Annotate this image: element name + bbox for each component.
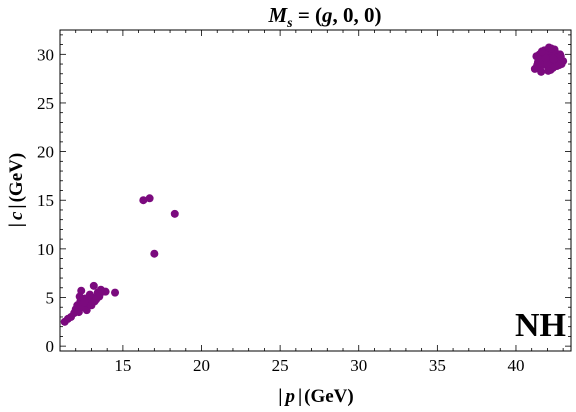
data-point <box>541 54 550 63</box>
data-points <box>60 43 568 326</box>
data-point <box>75 292 84 301</box>
x-title-right-bar: | <box>298 386 302 407</box>
data-point <box>547 44 556 53</box>
y-title-unit: (GeV) <box>6 153 27 203</box>
y-axis-title: |c|(GeV) <box>6 153 27 227</box>
title-lhs-subscript: s <box>286 16 293 31</box>
y-tick-label: 15 <box>37 191 54 210</box>
plot-frame <box>59 29 572 352</box>
data-point <box>544 66 553 75</box>
data-point <box>80 298 89 307</box>
y-tick-label: 20 <box>37 143 54 162</box>
data-point <box>101 287 110 296</box>
data-point <box>170 209 179 218</box>
data-point <box>556 52 565 61</box>
data-point <box>139 196 148 205</box>
data-point <box>537 47 546 56</box>
title-lhs-symbol: M <box>267 3 288 27</box>
data-point <box>150 249 159 258</box>
y-title-right-bar: | <box>6 204 27 208</box>
y-tick-label: 5 <box>46 289 55 308</box>
y-tick-label: 0 <box>46 337 55 356</box>
chart-title: Ms = (g, 0, 0) <box>267 3 381 31</box>
x-axis-ticks: 15 20 25 30 35 40 <box>59 30 564 375</box>
data-point <box>111 288 120 297</box>
y-title-var: c <box>6 211 27 220</box>
x-tick-label: 20 <box>193 356 210 375</box>
x-title-left-bar: | <box>278 386 282 407</box>
title-rhs: = ( <box>293 3 322 27</box>
title-arg1: g <box>321 3 333 27</box>
x-tick-label: 40 <box>507 356 524 375</box>
y-axis-ticks: 0 5 10 15 20 25 30 <box>37 34 571 356</box>
y-tick-label: 10 <box>37 240 54 259</box>
data-point <box>555 61 564 70</box>
y-tick-label: 25 <box>37 94 54 113</box>
x-axis-title: | p | (GeV) <box>278 386 353 407</box>
x-tick-label: 30 <box>350 356 367 375</box>
data-point <box>145 194 154 203</box>
x-tick-label: 35 <box>429 356 446 375</box>
data-point <box>533 61 542 70</box>
data-point <box>89 281 98 290</box>
y-title-left-bar: | <box>6 223 27 227</box>
title-rest: , 0, 0) <box>333 3 382 27</box>
x-tick-label: 15 <box>114 356 131 375</box>
y-tick-label: 30 <box>37 45 54 64</box>
x-tick-label: 25 <box>272 356 289 375</box>
x-title-var: p <box>283 386 295 407</box>
nh-annotation: NH <box>515 307 566 344</box>
x-title-unit: (GeV) <box>304 386 354 407</box>
data-point <box>549 55 558 64</box>
